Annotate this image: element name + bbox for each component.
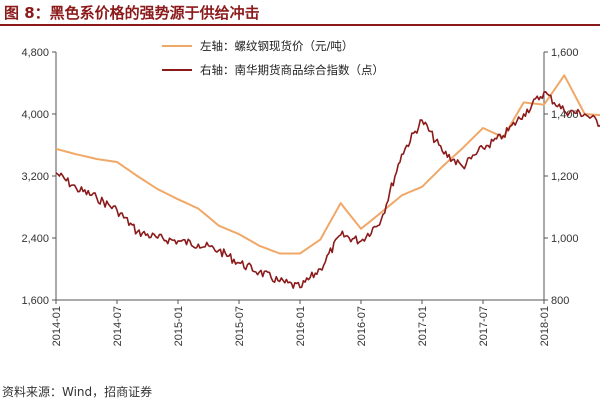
x-tick-label: 2014-07: [112, 306, 124, 346]
dual-axis-line-chart: 1,600 2,400 3,200 4,000 4,800 800 1,000 1,200 1,…: [21, 39, 600, 346]
y-left-tick-label: 3,200: [21, 171, 49, 183]
y-left-tick-label: 1,600: [21, 295, 49, 307]
series-layer: [55, 74, 600, 289]
legend: 左轴：螺纹钢现货价（元/吨） 右轴：南华期货商品综合指数（点）: [162, 39, 384, 77]
y-right-tick-label: 800: [551, 295, 569, 307]
title-rule: [0, 24, 600, 26]
legend-label-index: 右轴：南华期货商品综合指数（点）: [200, 63, 384, 77]
series-line-index: [55, 91, 600, 289]
x-tick-label: 2018-01: [539, 306, 551, 346]
y-right-tick-label: 1,600: [551, 47, 579, 59]
y-left-tick-label: 4,800: [21, 47, 49, 59]
x-tick-label: 2015-07: [234, 306, 246, 346]
source-note: 资料来源：Wind，招商证券: [2, 385, 153, 399]
x-tick-label: 2014-01: [51, 306, 63, 346]
y-left-tick-label: 4,000: [21, 109, 49, 121]
axes: 1,600 2,400 3,200 4,000 4,800 800 1,000 1,200 1,…: [21, 47, 579, 346]
x-tick-label: 2016-07: [356, 306, 368, 346]
figure-title: 图 8：黑色系价格的强势源于供给冲击: [4, 4, 260, 22]
y-right-tick-label: 1,400: [551, 109, 579, 121]
y-left-tick-label: 2,400: [21, 233, 49, 245]
y-right-tick-label: 1,000: [551, 233, 579, 245]
series-line-rebar: [55, 74, 600, 255]
x-tick-label: 2016-01: [295, 306, 307, 346]
x-tick-label: 2017-01: [417, 306, 429, 346]
x-tick-label: 2017-07: [478, 306, 490, 346]
y-right-tick-label: 1,200: [551, 171, 579, 183]
legend-label-rebar: 左轴：螺纹钢现货价（元/吨）: [200, 39, 353, 53]
x-tick-label: 2015-01: [173, 306, 185, 346]
